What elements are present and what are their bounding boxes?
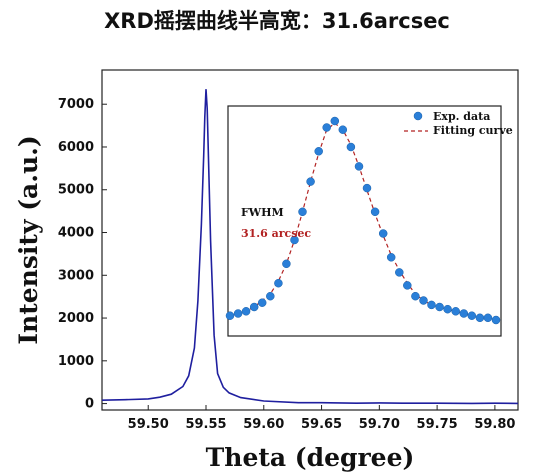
- exp-data-point: [306, 177, 315, 186]
- exp-data-point: [451, 307, 460, 316]
- inset-exp-points: [225, 116, 501, 325]
- y-tick-label: 4000: [58, 226, 94, 241]
- exp-data-point: [225, 311, 235, 320]
- y-axis-label: Intensity (a.u.): [14, 135, 43, 344]
- x-tick-label: 59.50: [128, 417, 169, 432]
- x-tick-label: 59.65: [301, 417, 342, 432]
- chart-title: XRD摇摆曲线半高宽：31.6arcsec: [104, 9, 450, 33]
- y-tick-label: 2000: [58, 311, 94, 326]
- y-tick-label: 1000: [58, 354, 94, 369]
- legend-fit-label: Fitting curve: [433, 124, 513, 137]
- exp-data-point: [427, 300, 436, 310]
- exp-data-point: [362, 183, 372, 193]
- exp-data-point: [249, 302, 259, 312]
- exp-data-point: [483, 313, 493, 323]
- main-series-line: [101, 89, 519, 405]
- exp-data-point: [290, 235, 299, 245]
- x-tick-label: 59.55: [185, 417, 226, 432]
- exp-data-point: [419, 296, 428, 305]
- main-plot-frame: [101, 69, 519, 411]
- x-tick-label: 59.60: [243, 417, 284, 432]
- exp-data-point: [233, 309, 243, 318]
- exp-data-point: [443, 304, 452, 314]
- exp-data-point: [378, 229, 388, 238]
- x-tick-label: 59.80: [474, 417, 515, 432]
- y-tick-label: 5000: [58, 183, 94, 198]
- exp-data-point: [282, 259, 291, 269]
- fwhm-value: 31.6 arcsec: [241, 227, 311, 240]
- exp-data-point: [395, 268, 404, 277]
- legend-exp-label: Exp. data: [433, 110, 490, 123]
- exp-data-point: [370, 207, 380, 217]
- exp-data-point: [411, 291, 420, 301]
- exp-data-point: [338, 125, 348, 134]
- main-axis-ticks: 59.50 59.55 59.60 59.65 59.70 59.75 59.80 0 1000…: [58, 97, 516, 432]
- x-tick-label: 59.75: [417, 417, 458, 432]
- y-tick-label: 0: [85, 397, 94, 412]
- y-tick-label: 7000: [58, 97, 94, 112]
- exp-data-point: [354, 162, 364, 171]
- exp-data-point: [322, 123, 331, 132]
- exp-data-point: [459, 309, 469, 318]
- exp-data-point: [298, 207, 307, 217]
- x-axis-label: Theta (degree): [206, 443, 415, 472]
- exp-data-point: [274, 278, 283, 288]
- exp-data-point: [475, 313, 485, 323]
- exp-data-point: [330, 116, 340, 126]
- exp-data-point: [467, 311, 477, 320]
- exp-data-point: [266, 291, 275, 301]
- x-tick-label: 59.70: [359, 417, 400, 432]
- inset-frame: [227, 105, 502, 337]
- fwhm-label: FWHM: [241, 206, 284, 219]
- exp-data-point: [241, 307, 251, 316]
- exp-data-point: [257, 298, 267, 307]
- y-tick-label: 3000: [58, 268, 94, 283]
- exp-data-point: [403, 281, 412, 290]
- exp-data-point: [435, 302, 444, 312]
- exp-data-point: [346, 142, 356, 152]
- exp-data-point: [386, 253, 396, 262]
- exp-data-point: [314, 147, 323, 156]
- exp-data-point: [491, 315, 501, 325]
- y-tick-label: 6000: [58, 140, 94, 155]
- legend-exp-marker: [413, 111, 423, 121]
